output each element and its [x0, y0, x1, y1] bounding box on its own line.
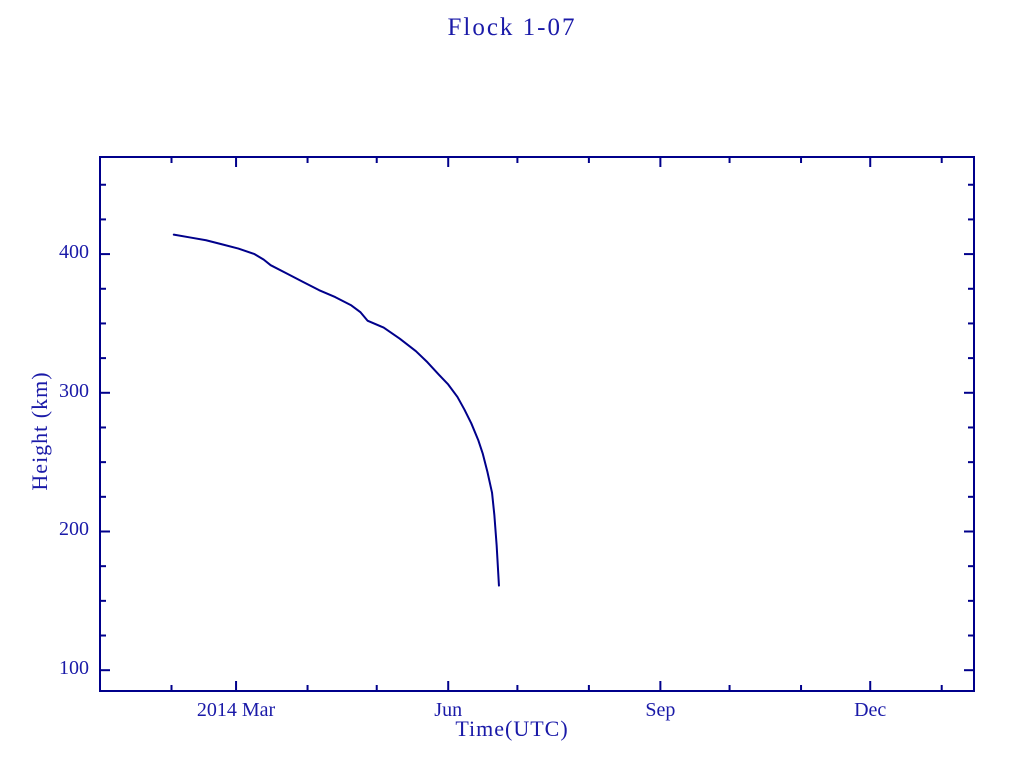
y-axis-title: Height (km): [27, 371, 52, 491]
axes-frame: [99, 156, 975, 692]
data-series-line: [172, 233, 500, 587]
x-tick-label: Sep: [645, 699, 676, 721]
y-tick-label: 300: [59, 379, 89, 402]
x-axis-title: Time(UTC): [455, 716, 569, 741]
y-tick-label: 200: [59, 518, 89, 541]
y-tick-label: 400: [59, 241, 89, 264]
x-tick-label: Dec: [854, 699, 887, 721]
chart-title: Flock 1-07: [447, 14, 577, 41]
x-tick-label: Jun: [434, 699, 463, 721]
axis-ticks: [99, 157, 974, 691]
y-tick-label: 100: [59, 657, 89, 680]
x-tick-label: 2014 Mar: [196, 699, 276, 721]
